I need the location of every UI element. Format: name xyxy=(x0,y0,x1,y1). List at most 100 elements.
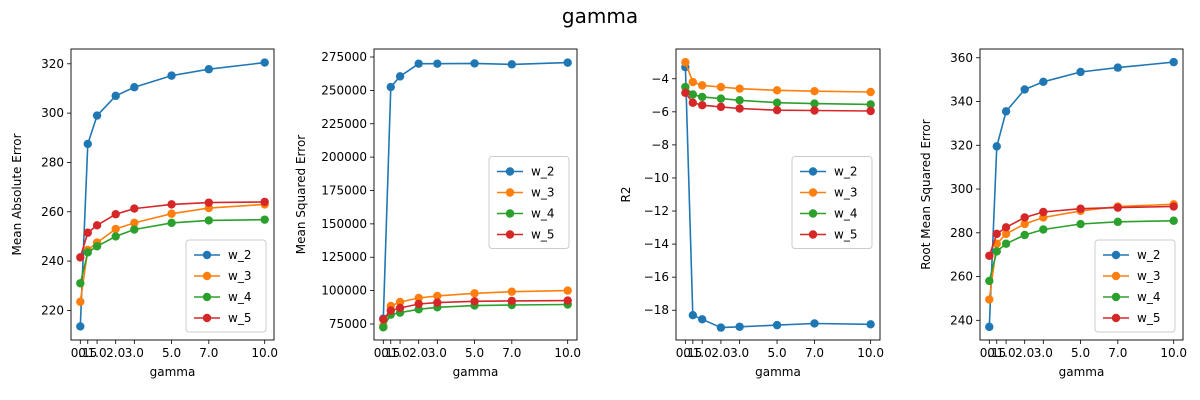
data-point-w_5 xyxy=(716,102,726,112)
legend-swatch-marker xyxy=(505,167,515,176)
data-point-w_2 xyxy=(716,323,726,332)
data-point-w_4 xyxy=(810,99,819,108)
y-tick-label: −10 xyxy=(644,171,669,185)
x-axis-label: gamma xyxy=(150,365,196,379)
data-point-w_3 xyxy=(772,86,782,95)
data-point-w_3 xyxy=(681,58,690,67)
y-tick-label: 100000 xyxy=(321,284,367,298)
data-point-w_5 xyxy=(470,297,479,306)
data-point-w_4 xyxy=(379,323,388,332)
data-point-w_2 xyxy=(1001,107,1011,116)
data-point-w_5 xyxy=(83,228,92,237)
y-axis-label: Mean Squared Error xyxy=(294,135,308,255)
chart-panel-1: 220 240 260 280 300 320 0.10.51.0 2.0 3.0 5.0 7.0 1… xyxy=(10,48,278,379)
data-point-w_3 xyxy=(167,209,176,218)
x-tick-label: 0.1 xyxy=(71,346,90,360)
y-tick-label: −8 xyxy=(651,138,669,152)
y-tick-label: 250000 xyxy=(321,83,367,97)
legend-label: w_5 xyxy=(1137,311,1160,325)
data-point-w_3 xyxy=(735,84,744,93)
legend-label: w_2 xyxy=(531,165,554,179)
legend-swatch-marker xyxy=(1111,292,1121,302)
x-tick-label: 1.0 xyxy=(693,346,712,360)
legend-label: w_5 xyxy=(531,228,554,242)
data-point-w_3 xyxy=(395,297,405,307)
y-tick-label: 260 xyxy=(41,205,64,219)
data-point-w_2 xyxy=(688,310,698,320)
plot-frame xyxy=(675,48,881,341)
y-tick-label: −6 xyxy=(651,105,669,119)
x-tick-label: 7.0 xyxy=(1108,346,1127,360)
data-point-w_3 xyxy=(866,87,875,97)
x-tick-label: 7.0 xyxy=(805,346,824,360)
data-point-w_5 xyxy=(698,101,707,110)
data-point-w_4 xyxy=(260,215,269,224)
data-point-w_2 xyxy=(204,65,214,74)
legend-label: w_2 xyxy=(834,165,857,179)
legend-box xyxy=(791,156,873,249)
legend-label: w_3 xyxy=(1137,269,1160,283)
data-point-w_4 xyxy=(688,90,698,99)
x-tick-label: 1.0 xyxy=(997,346,1016,360)
figure-title: gamma xyxy=(561,4,639,28)
legend-label: w_4 xyxy=(228,290,251,304)
y-tick-label: 240 xyxy=(41,254,64,268)
legend-label: w_3 xyxy=(531,186,554,200)
y-tick-label: 275000 xyxy=(321,50,367,64)
chart-panel-3: −18 −16 −14 −12 −10 −8 −6 −4 0.10.51.0 2.0 3.0 5.0 7… xyxy=(619,48,884,379)
y-tick-label: −18 xyxy=(644,303,669,317)
data-point-w_2 xyxy=(470,59,479,68)
data-point-w_4 xyxy=(1020,230,1029,240)
data-point-w_2 xyxy=(395,72,405,81)
data-point-w_2 xyxy=(1020,85,1029,94)
data-point-w_4 xyxy=(92,242,102,251)
x-tick-label: 0.5 xyxy=(381,346,400,360)
y-axis-label: Root Mean Squared Error xyxy=(919,119,933,270)
y-tick-label: 260 xyxy=(950,270,973,284)
legend-swatch-marker xyxy=(202,250,212,260)
legend-swatch-marker xyxy=(505,230,515,239)
data-point-w_3 xyxy=(810,86,819,96)
y-tick-label: 75000 xyxy=(329,317,367,331)
data-point-w_3 xyxy=(111,224,120,234)
x-tick-label: 7.0 xyxy=(199,346,218,360)
data-point-w_3 xyxy=(688,77,698,87)
y-tick-label: 220 xyxy=(41,303,64,317)
y-tick-label: 225000 xyxy=(321,117,367,131)
legend-swatch-marker xyxy=(1111,271,1121,281)
data-point-w_4 xyxy=(1001,239,1011,248)
data-point-w_3 xyxy=(130,218,139,228)
y-tick-label: 320 xyxy=(950,138,973,152)
legend: w_2 w_3 w_4 w_5 xyxy=(1094,239,1176,333)
x-tick-label: 0.5 xyxy=(78,346,97,360)
x-axis-label: gamma xyxy=(755,365,801,379)
data-point-w_2 xyxy=(810,319,819,328)
legend-label: w_4 xyxy=(1137,290,1160,304)
x-tick-label: 10.0 xyxy=(1160,346,1187,360)
data-point-w_4 xyxy=(735,96,744,105)
data-point-w_2 xyxy=(992,142,1001,151)
data-point-w_2 xyxy=(414,59,423,68)
plot-frame xyxy=(70,48,275,341)
y-tick-label: 150000 xyxy=(321,217,367,231)
x-tick-label: 3.0 xyxy=(125,346,144,360)
data-point-w_5 xyxy=(992,229,1001,239)
data-point-w_5 xyxy=(1076,204,1085,213)
data-point-w_2 xyxy=(772,320,782,330)
y-tick-label: 200000 xyxy=(321,150,367,164)
data-point-w_5 xyxy=(810,106,819,115)
legend-swatch-marker xyxy=(808,167,818,176)
data-point-w_4 xyxy=(866,100,875,109)
data-point-w_4 xyxy=(83,248,92,257)
y-tick-label: 300 xyxy=(41,106,64,120)
y-tick-label: −12 xyxy=(644,204,669,218)
y-tick-label: 240 xyxy=(950,313,973,327)
legend-swatch-marker xyxy=(202,271,212,281)
data-point-w_5 xyxy=(1001,223,1011,232)
legend-swatch-marker xyxy=(1111,250,1121,260)
data-point-w_5 xyxy=(111,210,120,219)
data-point-w_5 xyxy=(1020,213,1029,222)
plot-frame xyxy=(373,48,578,341)
data-point-w_5 xyxy=(866,106,875,116)
